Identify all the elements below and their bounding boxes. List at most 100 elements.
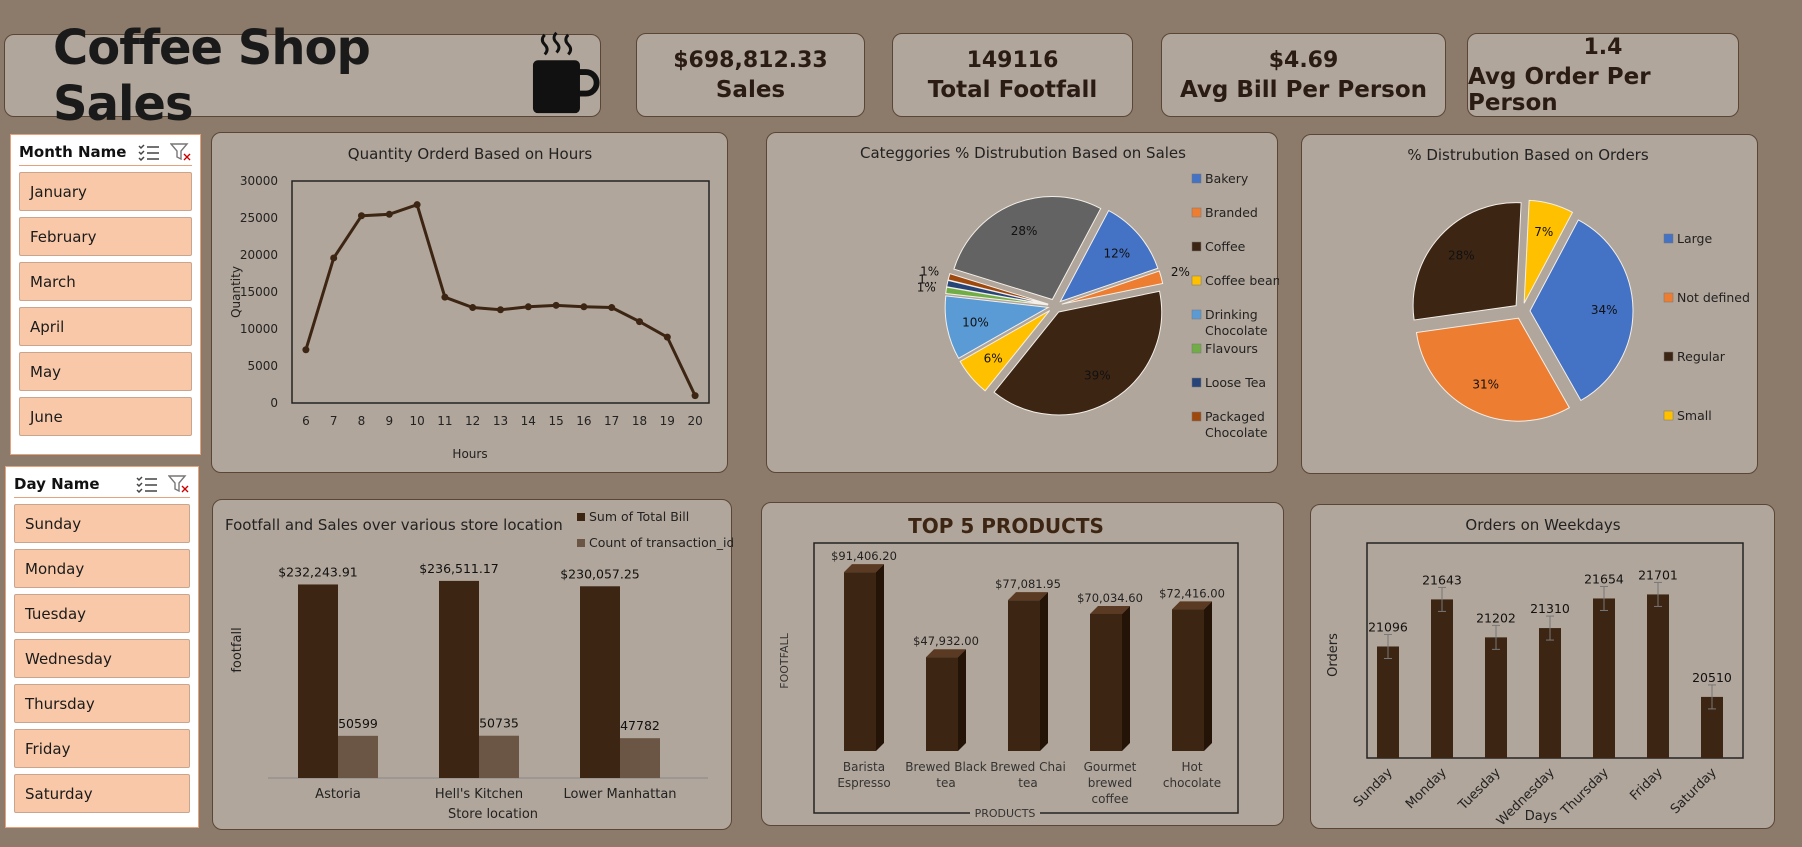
series-line (304, 202, 697, 397)
bar-top (1008, 592, 1048, 601)
kpi-label: Sales (715, 76, 786, 103)
bar (439, 580, 479, 778)
y-tick-label: 10000 (240, 322, 278, 336)
slicer-item-march[interactable]: March (19, 262, 192, 301)
sizes-pie-chart: % Distrubution Based on Orders 34% 31% 28% 7… (1407, 146, 1750, 423)
x-tick-label: brewed (1088, 776, 1132, 790)
month-slicer: Month Name January February March April May J… (10, 134, 201, 455)
legend-label: Small (1677, 408, 1712, 423)
weekdays-chart-card: Orders on Weekdays Orders Days 21096 Sunday 2… (1310, 504, 1775, 829)
day-slicer: Day Name Sunday Monday Tuesday Wednesday Thu… (5, 466, 199, 828)
data-label: $72,416.00 (1159, 586, 1225, 600)
x-tick-label: Brewed Black (905, 760, 986, 774)
pie-slice (947, 273, 1049, 305)
data-point (524, 303, 532, 311)
x-tick-label: Hell's Kitchen (435, 787, 523, 802)
chart-title: Quantity Orderd Based on Hours (348, 145, 593, 163)
data-label: $91,406.20 (831, 549, 897, 563)
slicer-item-january[interactable]: January (19, 172, 192, 211)
stores-bar-chart: Footfall and Sales over various store lo… (225, 509, 734, 822)
slice-label: 6% (984, 352, 1003, 366)
kpi-avg-order: 1.4 Avg Order Per Person (1467, 33, 1739, 117)
bar (1090, 613, 1122, 751)
x-tick-label: chocolate (1163, 776, 1221, 790)
slicer-item-april[interactable]: April (19, 307, 192, 346)
slice-label: 2% (1171, 265, 1190, 279)
pie-slice (1415, 317, 1571, 422)
bar (338, 735, 378, 778)
kpi-sales: $698,812.33 Sales (636, 33, 865, 117)
slicer-item-may[interactable]: May (19, 352, 192, 391)
x-tick-label: Friday (1627, 765, 1666, 804)
x-tick-label: 19 (660, 414, 675, 428)
slice-label: 7% (1534, 225, 1553, 239)
slicer-item-tuesday[interactable]: Tuesday (14, 594, 190, 633)
y-tick-label: 20000 (240, 248, 278, 262)
clear-filter-icon[interactable] (168, 474, 190, 494)
bar (1008, 600, 1040, 751)
top5-bar-chart: TOP 5 PRODUCTS FOOTFALL PRODUCTS $91,406.20… (778, 514, 1239, 820)
slicer-item-thursday[interactable]: Thursday (14, 684, 190, 723)
slicer-item-wednesday[interactable]: Wednesday (14, 639, 190, 678)
slicer-item-february[interactable]: February (19, 217, 192, 256)
pie-slice (959, 310, 1051, 392)
kpi-footfall: 149116 Total Footfall (892, 33, 1133, 117)
slice-label: 1... (918, 272, 937, 286)
hours-chart-card: Quantity Orderd Based on Hours 0 5000 10000… (211, 132, 728, 473)
slicer-item-monday[interactable]: Monday (14, 549, 190, 588)
chart-title: Orders on Weekdays (1465, 516, 1620, 534)
pie-slice (953, 196, 1102, 301)
x-tick-label: Sunday (1351, 765, 1396, 810)
kpi-value: $698,812.33 (673, 47, 828, 73)
data-label: $236,511.17 (419, 561, 499, 576)
x-tick-label: 14 (521, 414, 536, 428)
kpi-value: 149116 (966, 47, 1059, 73)
slicer-title: Month Name (19, 143, 127, 161)
slicer-item-june[interactable]: June (19, 397, 192, 436)
x-tick-label: tea (936, 776, 955, 790)
data-label: $77,081.95 (995, 577, 1061, 591)
data-point (385, 210, 393, 218)
slicer-title: Day Name (14, 475, 100, 493)
legend-swatch (1191, 241, 1202, 252)
y-axis-label: Quantity (229, 266, 243, 318)
kpi-label: Avg Order Per Person (1468, 63, 1651, 116)
slicer-item-friday[interactable]: Friday (14, 729, 190, 768)
slicer-item-saturday[interactable]: Saturday (14, 774, 190, 813)
x-tick-label: tea (1018, 776, 1037, 790)
pie-slice (1529, 219, 1634, 402)
x-tick-label: 15 (548, 414, 563, 428)
clear-filter-icon[interactable] (170, 142, 192, 162)
x-tick-label: 10 (409, 414, 424, 428)
y-axis-label: Orders (1326, 633, 1341, 677)
multi-select-icon[interactable] (138, 143, 160, 161)
pie-slice (1412, 202, 1522, 321)
bar (1593, 598, 1615, 758)
slicer-item-sunday[interactable]: Sunday (14, 504, 190, 543)
bar (479, 735, 519, 778)
legend-swatch (1663, 233, 1674, 244)
chart-title: Categgories % Distrubution Based on Sale… (860, 144, 1186, 162)
data-label: $47,932.00 (913, 634, 979, 648)
kpi-label: Avg Bill Per Person (1179, 76, 1428, 103)
bar (926, 657, 958, 751)
bar (620, 738, 660, 778)
stores-chart-card: Footfall and Sales over various store lo… (212, 499, 734, 830)
x-axis-label: PRODUCTS (975, 807, 1036, 820)
data-point (302, 346, 310, 354)
x-tick-label: Espresso (837, 776, 890, 790)
x-axis-label: Days (1525, 809, 1558, 824)
y-axis-label: FOOTFALL (778, 632, 791, 688)
legend-label: Loose Tea (1205, 375, 1266, 390)
slice-label: 1% (920, 264, 939, 278)
multi-select-icon[interactable] (136, 475, 158, 493)
bar (1539, 628, 1561, 758)
slice-label: 39% (1084, 368, 1111, 382)
data-label: 21654 (1584, 571, 1624, 586)
legend-label: Sum of Total Bill (589, 509, 689, 524)
bar (580, 586, 620, 778)
bar-side (1040, 592, 1048, 751)
x-tick-label: 12 (465, 414, 480, 428)
y-tick-label: 30000 (240, 174, 278, 188)
bar-side (1204, 601, 1212, 751)
